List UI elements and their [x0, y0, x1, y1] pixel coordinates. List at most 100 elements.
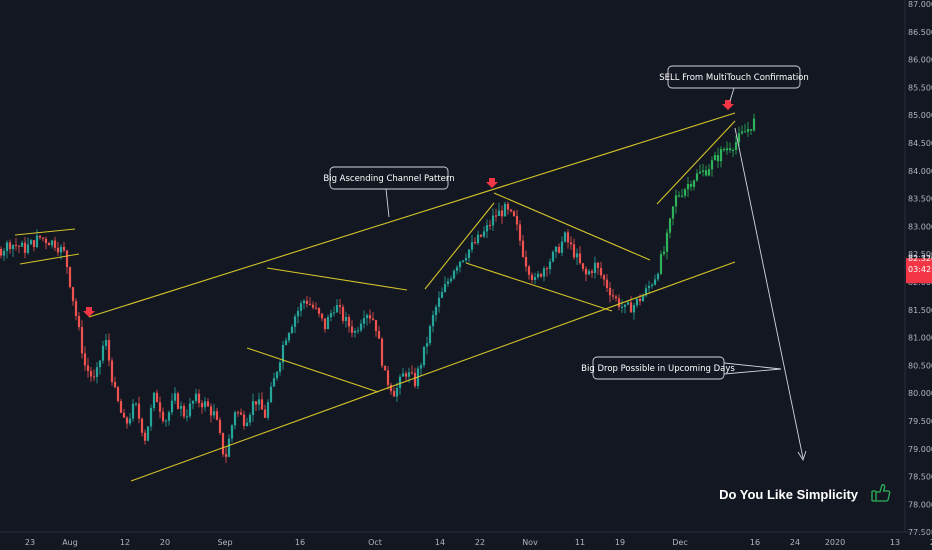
- price-axis[interactable]: 87.000 86.500 86.000 85.500 85.000 84.500 84.0…: [904, 0, 932, 537]
- time-tick-label: Oct: [368, 538, 382, 547]
- wedge4-upper-line[interactable]: [656, 120, 736, 205]
- candle-body: [509, 209, 513, 212]
- price-tick-label: 78.000: [908, 500, 932, 509]
- candle-body: [44, 238, 48, 244]
- projection-line[interactable]: [734, 127, 804, 459]
- wedge3-lower-line[interactable]: [465, 262, 613, 312]
- price-tick-label: 82.500: [908, 250, 932, 259]
- time-axis[interactable]: 23 Aug 12 20 Sep 16 Oct 14 22 Nov 11 19 Dec 16 24 2020 1…: [0, 531, 932, 547]
- candle-body: [152, 392, 156, 409]
- wedge1-lower-line[interactable]: [246, 347, 379, 393]
- candle-body: [101, 345, 105, 361]
- price-tick-label: 79.000: [908, 445, 932, 454]
- wedge1-upper-line[interactable]: [266, 267, 408, 291]
- candle-body: [92, 376, 96, 378]
- callout-drop[interactable]: Big Drop Possible in Upcoming Days: [581, 356, 782, 380]
- time-axis-ticks: 23 Aug 12 20 Sep 16 Oct 14 22 Nov 11 19 Dec 16 24 2020 1…: [25, 538, 932, 547]
- candle-body: [8, 242, 12, 250]
- candle-body: [425, 343, 429, 347]
- candle-body: [134, 403, 138, 405]
- candle-body: [449, 278, 453, 282]
- candle-body: [464, 258, 468, 261]
- candle-body: [350, 326, 354, 333]
- candle-body: [422, 346, 426, 366]
- candle-body: [188, 403, 192, 417]
- candle-body: [623, 304, 627, 307]
- candle-body: [365, 315, 369, 319]
- candle-body: [242, 414, 246, 427]
- candle-body: [503, 203, 507, 217]
- candle-body: [590, 271, 594, 274]
- callout-sell[interactable]: SELL From MultiTouch Confirmation: [659, 65, 809, 102]
- candle-body: [671, 206, 675, 219]
- candle-body: [722, 149, 726, 151]
- candle-body: [389, 384, 393, 392]
- candle-body: [197, 393, 201, 403]
- time-tick-label: 16: [750, 538, 760, 547]
- price-tag-price: 82.320: [908, 254, 932, 263]
- candle-body: [749, 129, 753, 131]
- channel-upper-line[interactable]: [88, 112, 736, 318]
- current-price-tag: 82.320 03:42:10: [906, 254, 932, 284]
- time-tick-label: 22: [475, 538, 485, 547]
- time-tick-label: Sep: [217, 538, 232, 547]
- candle-body: [668, 218, 672, 233]
- candle-body: [128, 418, 132, 424]
- callout-channel[interactable]: Big Ascending Channel Pattern: [323, 166, 455, 218]
- candle-body: [461, 260, 465, 262]
- wedge3-upper-line[interactable]: [493, 192, 651, 261]
- candle-body: [470, 242, 474, 250]
- candle-body: [569, 242, 573, 245]
- candle-body: [62, 246, 66, 251]
- candle-body: [608, 287, 612, 296]
- candle-body: [161, 411, 165, 422]
- thumbs-up-icon: [871, 484, 891, 502]
- price-tick-label: 86.500: [908, 28, 932, 37]
- candle-body: [467, 249, 471, 259]
- candle-body: [41, 237, 45, 239]
- candle-body: [191, 401, 195, 404]
- candle-body: [518, 224, 522, 241]
- candle-body: [404, 373, 408, 377]
- candle-body: [5, 242, 9, 252]
- wedge2-lower-line[interactable]: [424, 202, 495, 290]
- candle-body: [329, 313, 333, 318]
- candle-body: [575, 253, 579, 258]
- candle-body: [614, 296, 618, 299]
- candle-body: [584, 268, 588, 275]
- candle-body: [725, 148, 729, 151]
- candle-body: [647, 285, 651, 289]
- candle-body: [473, 242, 477, 244]
- candle-body: [521, 240, 525, 257]
- slogan-text: Do You Like Simplicity: [719, 487, 859, 502]
- candle-body: [539, 273, 543, 277]
- candle-body: [452, 270, 456, 279]
- candle-body: [602, 275, 606, 280]
- candle-body: [11, 244, 15, 250]
- candle-body: [665, 232, 669, 252]
- candle-body: [494, 215, 498, 217]
- candle-body: [734, 142, 738, 151]
- candle-body: [659, 254, 663, 274]
- candle-body: [638, 298, 642, 302]
- sell-markers: [83, 100, 734, 317]
- callout-pointer: [385, 188, 390, 218]
- candle-body: [572, 244, 576, 258]
- price-tick-label: 80.000: [908, 389, 932, 398]
- candle-body: [38, 235, 42, 238]
- flag-lower-line[interactable]: [19, 253, 80, 265]
- candle-body: [233, 412, 237, 426]
- candle-body: [581, 263, 585, 269]
- candle-body: [260, 399, 264, 410]
- candle-body: [746, 129, 750, 132]
- candle-body: [617, 298, 621, 308]
- candle-body: [713, 155, 717, 161]
- channel-lower-line[interactable]: [130, 261, 736, 482]
- candle-body: [137, 403, 141, 419]
- candle-body: [287, 333, 291, 341]
- candle-body: [248, 414, 252, 423]
- candle-body: [401, 373, 405, 377]
- candle-body: [719, 149, 723, 162]
- flag-upper-line[interactable]: [14, 228, 76, 236]
